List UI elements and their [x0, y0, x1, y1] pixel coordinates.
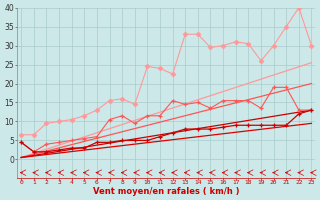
X-axis label: Vent moyen/en rafales ( km/h ): Vent moyen/en rafales ( km/h ) — [93, 187, 240, 196]
